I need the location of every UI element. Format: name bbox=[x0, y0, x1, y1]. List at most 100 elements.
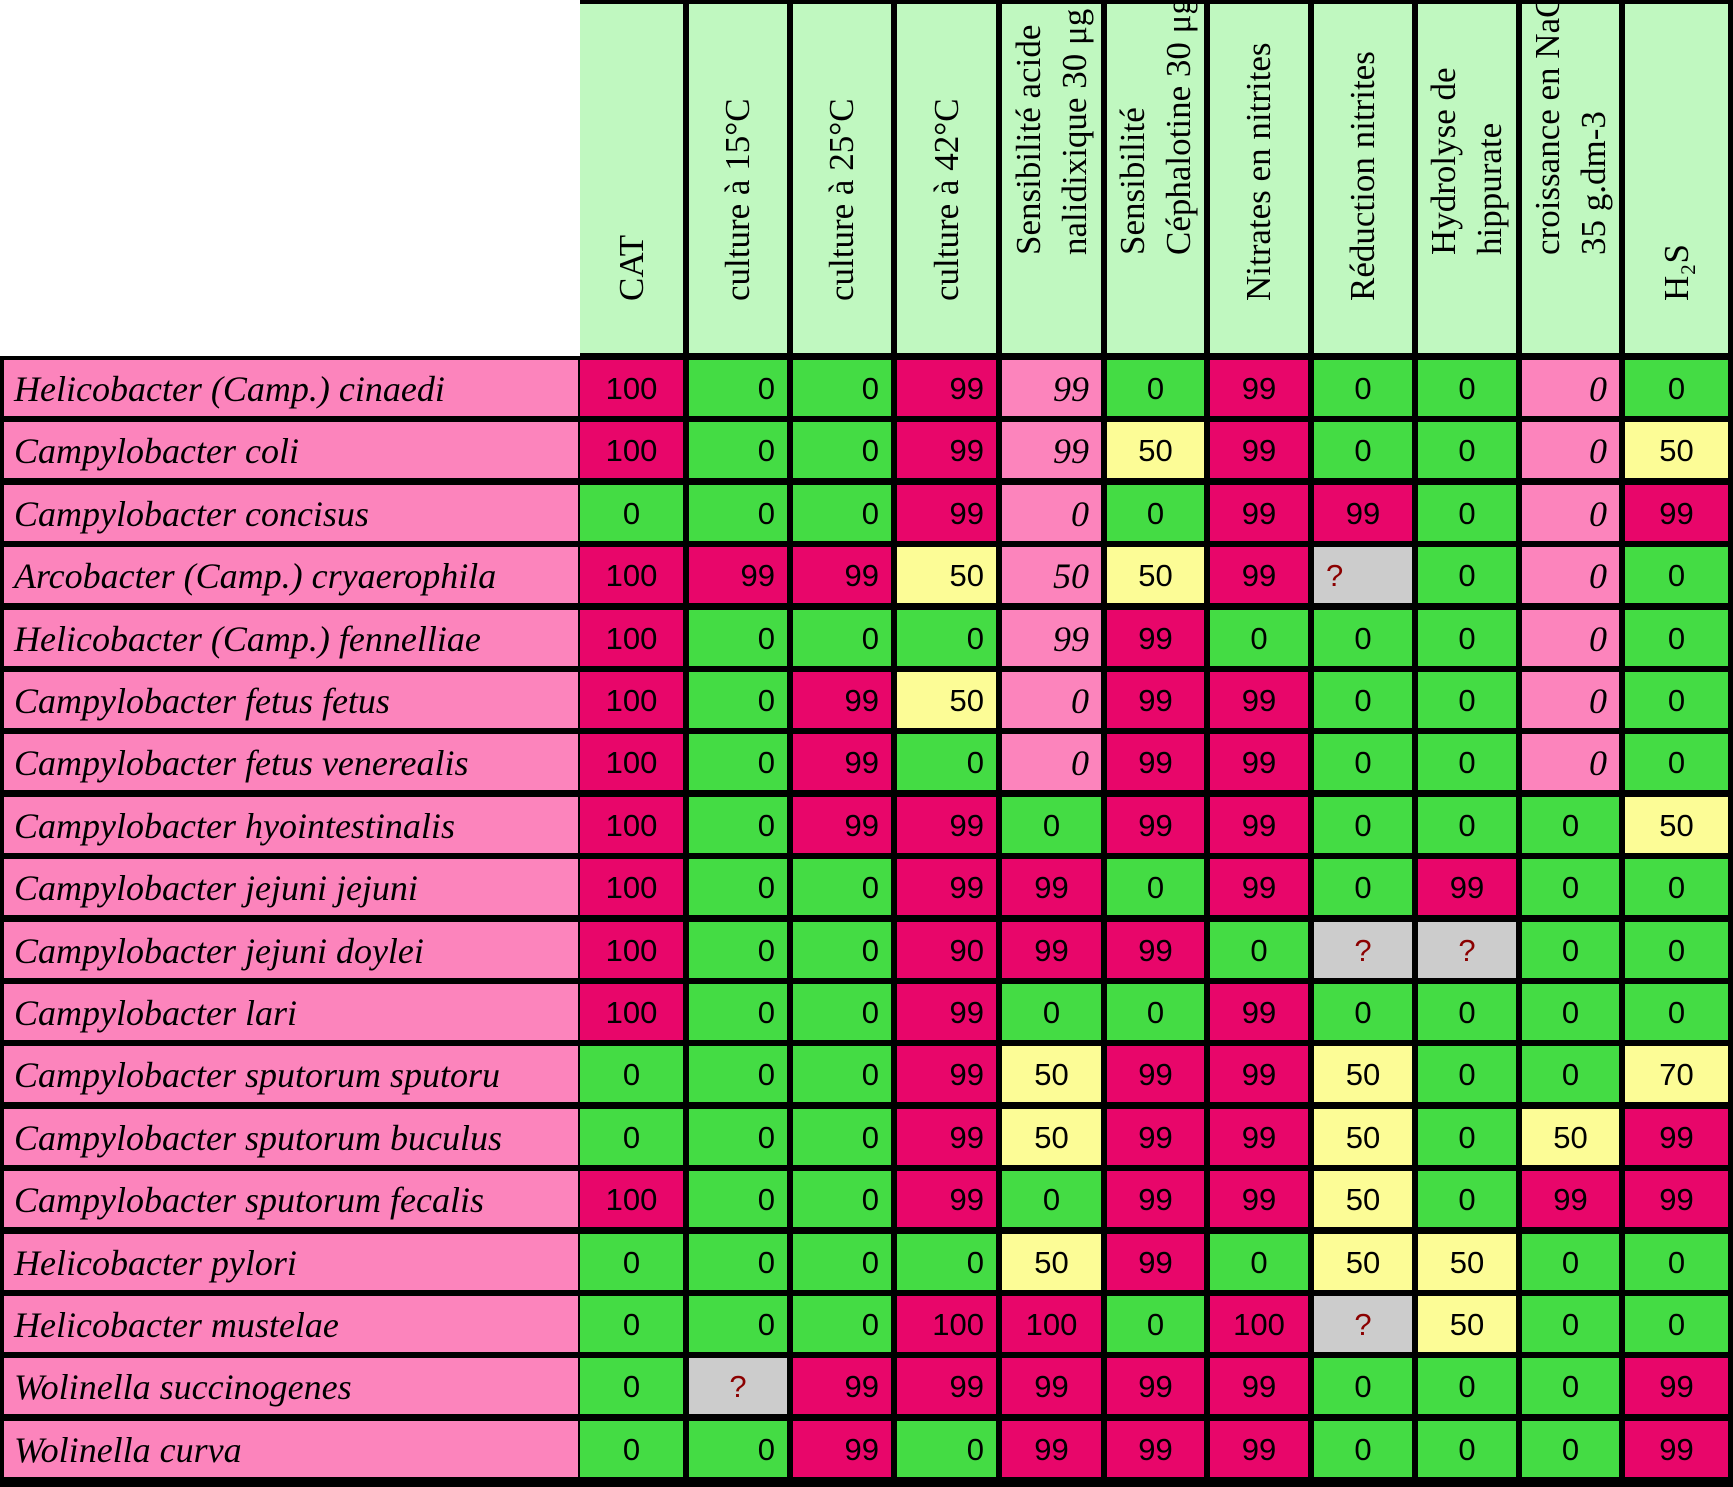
value-cell: 0 bbox=[689, 610, 787, 666]
species-name: Campylobacter concisus bbox=[4, 485, 578, 541]
value-cell: 0 bbox=[1625, 859, 1728, 915]
value-cell: 0 bbox=[1522, 1046, 1619, 1102]
value-cell: 0 bbox=[793, 859, 891, 915]
value-cell: 0 bbox=[1418, 360, 1516, 416]
value-cell: 99 bbox=[1625, 1109, 1728, 1165]
value-cell: 99 bbox=[897, 1358, 996, 1414]
value-cell: 100 bbox=[1210, 1296, 1308, 1352]
value-cell: 50 bbox=[1625, 422, 1728, 478]
value-cell: 0 bbox=[1107, 485, 1204, 541]
value-cell: 0 bbox=[1002, 734, 1101, 790]
column-header: culture à 15°C bbox=[689, 4, 787, 353]
value-cell: ? bbox=[689, 1358, 787, 1414]
column-header: culture à 42°C bbox=[897, 4, 996, 353]
value-cell: 0 bbox=[580, 1358, 683, 1414]
value-cell: 0 bbox=[580, 1421, 683, 1477]
value-cell: 0 bbox=[1522, 360, 1619, 416]
column-header-line: hippurate bbox=[1470, 122, 1509, 255]
species-name: Campylobacter sputorum fecalis bbox=[4, 1171, 578, 1227]
value-cell: 99 bbox=[1418, 859, 1516, 915]
species-name: Wolinella curva bbox=[4, 1421, 578, 1477]
value-cell: 0 bbox=[1418, 547, 1516, 603]
column-header-line: culture à 42°C bbox=[926, 98, 966, 301]
value-cell: 0 bbox=[897, 610, 996, 666]
value-cell: 0 bbox=[1314, 859, 1412, 915]
value-cell: 0 bbox=[1314, 1421, 1412, 1477]
value-cell: 0 bbox=[1522, 610, 1619, 666]
value-cell: 0 bbox=[1002, 984, 1101, 1040]
value-cell: 0 bbox=[1625, 734, 1728, 790]
value-cell: 50 bbox=[897, 547, 996, 603]
value-cell: 0 bbox=[580, 1109, 683, 1165]
value-cell: 99 bbox=[1107, 1421, 1204, 1477]
value-cell: 0 bbox=[1625, 1296, 1728, 1352]
value-cell: 0 bbox=[793, 922, 891, 978]
value-cell: 100 bbox=[580, 1171, 683, 1227]
column-header-line: CAT bbox=[611, 234, 651, 301]
value-cell: 100 bbox=[580, 360, 683, 416]
value-cell: 0 bbox=[689, 672, 787, 728]
value-cell: 99 bbox=[1107, 1358, 1204, 1414]
value-cell: 99 bbox=[1210, 360, 1308, 416]
value-cell: 0 bbox=[689, 485, 787, 541]
column-header-text: culture à 15°C bbox=[715, 98, 761, 301]
value-cell: 99 bbox=[1107, 1171, 1204, 1227]
value-cell: 99 bbox=[689, 547, 787, 603]
value-cell: 99 bbox=[793, 797, 891, 853]
value-cell: 100 bbox=[580, 984, 683, 1040]
value-cell: 0 bbox=[793, 610, 891, 666]
value-cell: 99 bbox=[1314, 485, 1412, 541]
value-cell: 0 bbox=[1107, 859, 1204, 915]
value-cell: 0 bbox=[1002, 672, 1101, 728]
column-header: Réduction nitrites bbox=[1314, 4, 1412, 353]
value-cell: 0 bbox=[580, 1046, 683, 1102]
column-header-line: Nitrates en nitrites bbox=[1239, 42, 1278, 301]
value-cell: 0 bbox=[793, 360, 891, 416]
value-cell: 50 bbox=[1002, 1109, 1101, 1165]
value-cell: 100 bbox=[580, 547, 683, 603]
value-cell: 50 bbox=[1002, 1046, 1101, 1102]
value-cell: 0 bbox=[793, 422, 891, 478]
value-cell: 0 bbox=[1314, 672, 1412, 728]
value-cell: 99 bbox=[793, 734, 891, 790]
value-cell: 50 bbox=[897, 672, 996, 728]
value-cell: 0 bbox=[897, 734, 996, 790]
value-cell: 0 bbox=[793, 485, 891, 541]
value-cell: 50 bbox=[1314, 1171, 1412, 1227]
value-cell: 99 bbox=[1107, 1046, 1204, 1102]
value-cell: 99 bbox=[897, 859, 996, 915]
value-cell: ? bbox=[1314, 922, 1412, 978]
value-cell: 99 bbox=[1210, 734, 1308, 790]
value-cell: 0 bbox=[1314, 360, 1412, 416]
value-cell: 0 bbox=[1418, 610, 1516, 666]
value-cell: 0 bbox=[689, 1296, 787, 1352]
value-cell: 99 bbox=[897, 984, 996, 1040]
value-cell: 0 bbox=[1210, 922, 1308, 978]
value-cell: 0 bbox=[1522, 485, 1619, 541]
column-header-text: Sensibilité acide nalidixique 30 μg bbox=[1006, 9, 1098, 255]
column-header-text: H₂S bbox=[1654, 244, 1700, 301]
value-cell: 99 bbox=[1210, 1358, 1308, 1414]
species-name: Arcobacter (Camp.) cryaerophila bbox=[4, 547, 578, 603]
value-cell: 99 bbox=[1002, 360, 1101, 416]
value-cell: 50 bbox=[1625, 797, 1728, 853]
value-cell: 0 bbox=[1522, 922, 1619, 978]
column-header-text: Hydrolyse de hippurate bbox=[1421, 67, 1513, 255]
column-header-line: Réduction nitrites bbox=[1343, 51, 1382, 301]
value-cell: 99 bbox=[793, 547, 891, 603]
value-cell: 99 bbox=[1522, 1171, 1619, 1227]
value-cell: 50 bbox=[1002, 1234, 1101, 1290]
value-cell: 99 bbox=[1107, 797, 1204, 853]
value-cell: 99 bbox=[793, 672, 891, 728]
value-cell: 99 bbox=[1107, 1109, 1204, 1165]
value-cell: 0 bbox=[1418, 1421, 1516, 1477]
species-name: Campylobacter lari bbox=[4, 984, 578, 1040]
column-header: CAT bbox=[580, 4, 683, 353]
column-header-text: croissance en NaCl 35 g.dm-3 bbox=[1525, 4, 1617, 255]
value-cell: 99 bbox=[1210, 547, 1308, 603]
value-cell: 99 bbox=[1210, 1046, 1308, 1102]
value-cell: 0 bbox=[1522, 1358, 1619, 1414]
value-cell: 100 bbox=[1002, 1296, 1101, 1352]
value-cell: 100 bbox=[580, 797, 683, 853]
value-cell: 50 bbox=[1418, 1296, 1516, 1352]
